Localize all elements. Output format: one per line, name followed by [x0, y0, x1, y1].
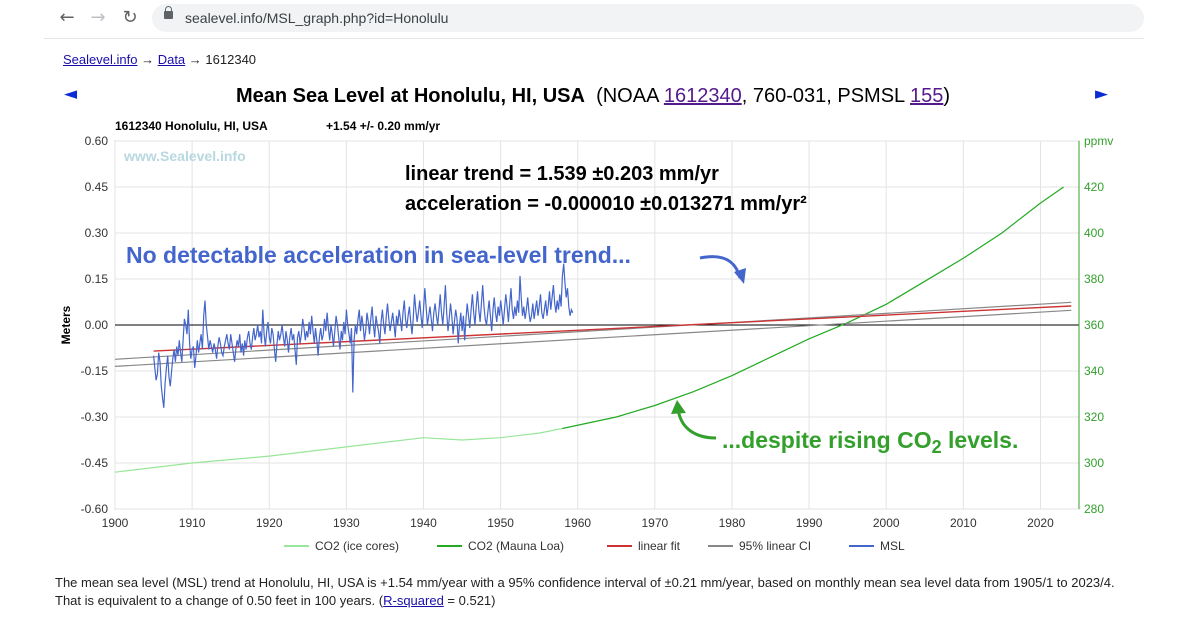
caption-text-end: = 0.521): [443, 593, 496, 608]
back-button[interactable]: ←: [56, 7, 78, 29]
breadcrumb-current: 1612340: [205, 52, 257, 67]
y-tick-label: -0.30: [81, 410, 109, 424]
y-tick-label: -0.60: [81, 502, 109, 516]
station-label: 1612340 Honolulu, HI, USA: [115, 119, 268, 133]
y2-tick-label: 380: [1084, 272, 1104, 286]
next-station-arrow[interactable]: ►: [1095, 84, 1109, 104]
breadcrumb-separator: →: [141, 52, 155, 67]
x-tick-label: 2020: [1027, 516, 1054, 530]
sea-level-chart: 1900 1910 1920 1930 1940 1950 1960 1970 1980 1990…: [59, 119, 1113, 553]
legend-label: MSL: [880, 539, 905, 553]
x-tick-label: 1990: [796, 516, 823, 530]
reload-button[interactable]: ↻: [119, 7, 141, 29]
arrow-right-icon: →: [90, 7, 106, 28]
blue-arrowhead: [734, 268, 746, 284]
caption-text: The mean sea level (MSL) trend at Honolu…: [55, 575, 1115, 608]
arrow-left-icon: ←: [59, 7, 75, 28]
y-tick-label: 0.30: [85, 226, 109, 240]
browser-toolbar: ← → ↻ sealevel.info/MSL_graph.php?id=Hon…: [0, 0, 1186, 38]
lock-icon: [164, 6, 173, 19]
legend-label: CO2 (Mauna Loa): [468, 539, 564, 553]
x-tick-label: 2000: [873, 516, 900, 530]
x-tick-label: 1910: [179, 516, 206, 530]
x-tick-label: 1900: [102, 516, 129, 530]
green-arrowhead: [671, 400, 686, 414]
x-tick-label: 1930: [333, 516, 360, 530]
psmsl-station-link[interactable]: 155: [909, 85, 944, 107]
linear-fit-line: [153, 305, 1072, 352]
title-main: Mean Sea Level at Honolulu, HI, USA: [235, 85, 585, 107]
title-paren-open: (NOAA: [596, 85, 664, 107]
x-tick-label: 1960: [564, 516, 591, 530]
breadcrumb-separator: →: [188, 52, 202, 67]
x-tick-label: 1920: [256, 516, 283, 530]
url-text: sealevel.info/MSL_graph.php?id=Honolulu: [185, 10, 449, 26]
forward-button[interactable]: →: [87, 7, 109, 29]
y2-tick-label: 300: [1084, 456, 1104, 470]
title-paren-close: ): [943, 85, 951, 107]
co2-ice-cores-line: [114, 427, 563, 473]
description-caption: The mean sea level (MSL) trend at Honolu…: [55, 574, 1135, 610]
trend-label: +1.54 +/- 0.20 mm/yr: [326, 119, 440, 133]
co2-mauna-loa-line: [562, 186, 1064, 430]
y-axis-label: Meters: [59, 305, 73, 344]
page-title: Mean Sea Level at Honolulu, HI, USA (NOA…: [0, 85, 1186, 108]
watermark: www.Sealevel.info: [123, 148, 246, 164]
y2-tick-label: 400: [1084, 226, 1104, 240]
x-tick-label: 1980: [719, 516, 746, 530]
co2-annotation: ...despite rising CO2 levels.: [722, 427, 1018, 457]
legend-label: linear fit: [638, 539, 681, 553]
prev-station-arrow[interactable]: ◄: [64, 84, 78, 104]
breadcrumb: Sealevel.info → Data → 1612340: [63, 52, 256, 67]
legend: CO2 (ice cores) CO2 (Mauna Loa) linear fit…: [284, 539, 905, 553]
legend-label: CO2 (ice cores): [315, 539, 399, 553]
grid-lines: [114, 140, 1079, 510]
trend-annotation: linear trend = 1.539 ±0.203 mm/yr: [405, 163, 719, 185]
x-tick-label: 1950: [487, 516, 514, 530]
y-tick-label: 0.15: [85, 272, 109, 286]
y2-axis-label: ppmv: [1084, 134, 1113, 148]
co2-annotation-a: ...despite rising CO: [722, 427, 932, 453]
y-tick-label: -0.15: [81, 364, 109, 378]
x-tick-label: 2010: [950, 516, 977, 530]
address-bar[interactable]: sealevel.info/MSL_graph.php?id=Honolulu: [152, 4, 1144, 32]
y2-tick-label: 360: [1084, 318, 1104, 332]
title-mid: , 760-031, PSMSL: [741, 85, 910, 107]
y-tick-label: 0.45: [85, 180, 109, 194]
acceleration-annotation: acceleration = -0.000010 ±0.013271 mm/yr…: [405, 193, 807, 215]
y2-tick-label: 320: [1084, 410, 1104, 424]
breadcrumb-home-link[interactable]: Sealevel.info: [63, 52, 138, 67]
x-tick-label: 1940: [410, 516, 437, 530]
legend-label: 95% linear CI: [739, 539, 811, 553]
series-layer: [114, 186, 1072, 473]
co2-annotation-b: levels.: [942, 427, 1019, 453]
breadcrumb-data-link[interactable]: Data: [157, 52, 186, 67]
y-tick-label: 0.60: [85, 134, 109, 148]
reload-icon: ↻: [122, 7, 138, 28]
co2-annotation-sub: 2: [932, 437, 942, 457]
y-tick-label: -0.45: [81, 456, 109, 470]
no-acceleration-annotation: No detectable acceleration in sea-level …: [126, 242, 631, 268]
axes-layer: 1900 1910 1920 1930 1940 1950 1960 1970 1980 1990…: [81, 134, 1105, 530]
x-tick-label: 1970: [641, 516, 668, 530]
r-squared-link[interactable]: R-squared: [383, 593, 444, 608]
y2-tick-label: 420: [1084, 180, 1104, 194]
y-tick-label: 0.00: [85, 318, 109, 332]
y2-tick-label: 280: [1084, 502, 1104, 516]
msl-line: [153, 263, 574, 408]
toolbar-divider: [44, 38, 1144, 39]
y2-tick-label: 340: [1084, 364, 1104, 378]
noaa-station-link[interactable]: 1612340: [663, 85, 742, 107]
ci-lower-line: [114, 309, 1072, 367]
